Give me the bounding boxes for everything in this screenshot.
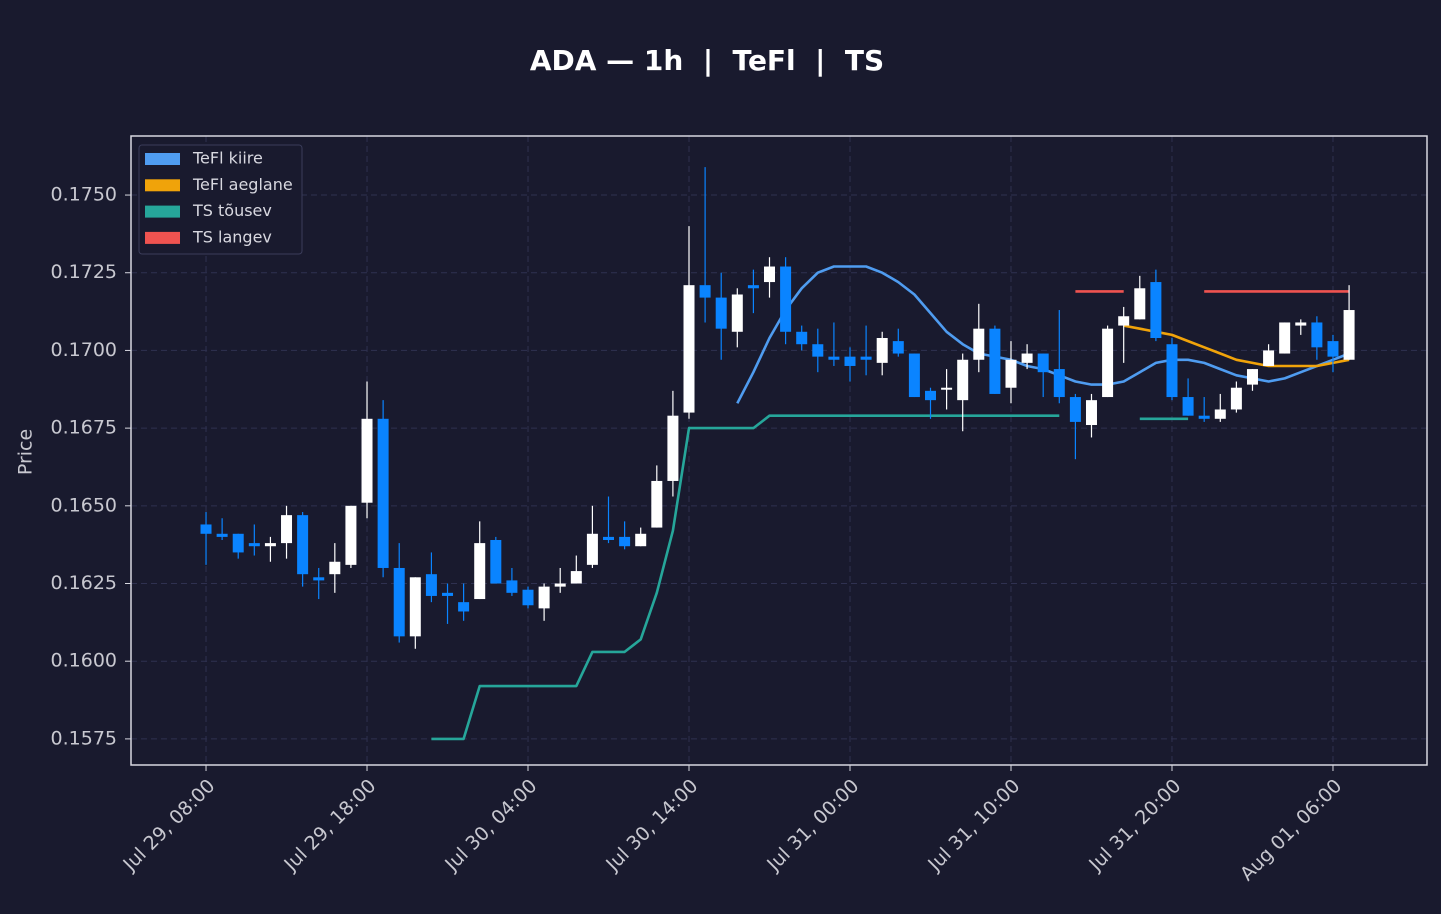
legend-label: TS langev	[192, 227, 272, 246]
candle-body	[1327, 341, 1339, 357]
candle-body	[683, 285, 695, 413]
candle-body	[780, 266, 792, 332]
candle-body	[699, 285, 711, 298]
candle-body	[1166, 344, 1178, 398]
y-tick-label: 0.1625	[51, 572, 117, 594]
candle-body	[586, 533, 598, 565]
candle-body	[409, 577, 421, 637]
candle-body	[281, 515, 293, 544]
candle-body	[474, 543, 486, 600]
candle-body	[796, 331, 808, 345]
candle-body	[989, 328, 1001, 394]
indicator-line	[431, 414, 1189, 741]
candle-body	[924, 390, 936, 401]
candle-body	[1150, 282, 1162, 339]
candle-body	[345, 505, 357, 565]
candle-body	[731, 294, 743, 332]
candle-body	[1214, 409, 1226, 419]
candle-body	[764, 266, 776, 283]
candle-body	[667, 415, 679, 481]
candle-body	[715, 297, 727, 329]
candle-body	[619, 536, 631, 547]
legend-swatch	[145, 205, 180, 218]
candle-body	[1198, 415, 1210, 419]
y-tick-label: 0.1575	[51, 727, 117, 749]
y-axis-label: Price	[15, 429, 37, 475]
candle-body	[297, 515, 309, 575]
candle-body	[490, 540, 502, 584]
candle-body	[908, 353, 920, 398]
candle-body	[554, 583, 566, 587]
candle-body	[1021, 353, 1033, 363]
candle-body	[458, 602, 470, 612]
candle-body	[1295, 322, 1307, 326]
candle-body	[329, 561, 341, 575]
candle-body	[1279, 322, 1291, 354]
y-tick-label: 0.1600	[51, 650, 117, 672]
candle-body	[1343, 310, 1355, 360]
candle-body	[393, 567, 405, 637]
candle-body	[425, 574, 437, 596]
legend-label: TeFl aeglane	[192, 175, 293, 194]
candle-body	[216, 533, 228, 537]
candle-body	[361, 418, 373, 503]
candle-body	[200, 524, 212, 534]
plot-frame	[130, 135, 1428, 766]
candle-body	[538, 586, 550, 609]
candle-body	[1102, 328, 1114, 398]
candle-body	[1230, 387, 1242, 410]
candle-body	[1263, 350, 1275, 366]
candle-body	[635, 533, 647, 547]
y-tick-label: 0.1725	[51, 261, 117, 283]
candle-body	[570, 571, 582, 584]
legend: TeFl kiire TeFl aeglane TS tõusev TS langev	[138, 144, 303, 255]
candles	[200, 167, 1355, 649]
candle-body	[603, 536, 615, 541]
chart-title: ADA — 1h | TeFl | TS	[530, 44, 884, 77]
legend-label: TeFl kiire	[192, 149, 263, 168]
candle-body	[1134, 288, 1146, 320]
candle-body	[876, 338, 888, 363]
candle-body	[860, 356, 872, 360]
legend-swatch	[145, 153, 180, 165]
candle-body	[892, 341, 904, 354]
candle-body	[1053, 369, 1065, 398]
candle-body	[1005, 359, 1017, 388]
legend-label: TS tõusev	[192, 201, 272, 220]
candle-body	[522, 589, 534, 606]
candle-body	[377, 418, 389, 568]
candle-body	[957, 359, 969, 401]
candle-body	[973, 328, 985, 360]
legend-box	[138, 144, 303, 255]
candle-body	[313, 577, 325, 581]
candle-body	[232, 533, 244, 553]
y-tick-label: 0.1675	[51, 417, 117, 439]
legend-swatch	[145, 179, 180, 192]
y-tick-label: 0.1650	[51, 494, 117, 516]
candle-body	[812, 344, 824, 357]
candle-body	[442, 592, 454, 596]
candle-body	[1182, 397, 1194, 416]
candle-body	[747, 285, 759, 289]
candle-body	[1069, 397, 1081, 422]
candle-body	[248, 543, 260, 547]
candle-body	[1118, 316, 1130, 326]
candle-body	[828, 356, 840, 360]
legend-swatch	[145, 231, 180, 244]
y-tick-label: 0.1700	[51, 339, 117, 361]
candle-body	[941, 387, 953, 390]
candle-body	[844, 356, 856, 366]
candle-body	[1085, 400, 1097, 426]
candle-body	[264, 543, 276, 547]
candle-body	[651, 480, 663, 528]
candle-body	[1311, 322, 1323, 348]
candle-body	[1246, 369, 1258, 385]
candle-body	[1037, 353, 1049, 373]
y-tick-label: 0.1750	[51, 184, 117, 206]
candle-body	[506, 580, 518, 593]
